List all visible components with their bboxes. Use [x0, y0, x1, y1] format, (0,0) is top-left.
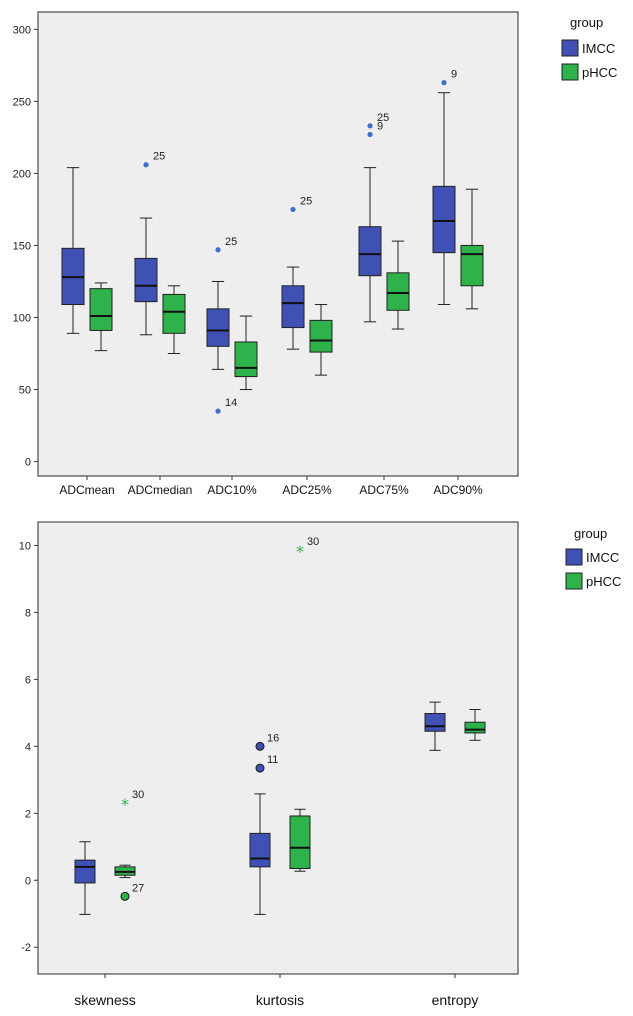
chart-1: 0 50 100 150 200 250 300 ADCmean ADCmedian ADC10%… — [13, 11, 617, 497]
legend-swatch-phcc — [565, 572, 583, 590]
outlier-label: 11 — [267, 754, 278, 766]
box-body — [234, 341, 258, 378]
y-tick-label: 0 — [25, 875, 31, 887]
y-tick-label: 150 — [13, 240, 31, 252]
outlier-label: 9 — [377, 120, 383, 132]
legend-label-phcc: pHCC — [586, 574, 621, 589]
outlier-label: 25 — [300, 195, 312, 207]
x-tick-label: ADCmedian — [128, 483, 193, 497]
box-imcc-adcmean — [61, 167, 85, 334]
x-tick-label: kurtosis — [256, 992, 304, 1008]
outlier-label: 25 — [225, 236, 237, 248]
x-tick-label: skewness — [74, 992, 135, 1008]
outlier-label: 30 — [307, 536, 319, 548]
y-tick-label: 2 — [25, 808, 31, 820]
legend-label-imcc: IMCC — [582, 41, 615, 56]
outlier-star: * — [121, 795, 129, 814]
y-tick-label: 4 — [25, 741, 31, 753]
y-tick-label: 6 — [25, 674, 31, 686]
legend-title: group — [570, 15, 603, 30]
outlier-label: 16 — [267, 732, 279, 744]
box-phcc-kurtosis — [289, 808, 311, 872]
box-body — [281, 285, 305, 329]
box-phcc-adc75pct — [386, 240, 410, 330]
box-phcc-adcmedian — [162, 285, 186, 355]
box-body — [358, 226, 382, 277]
box-imcc-adcmedian — [134, 217, 158, 336]
box-imcc-entropy — [424, 701, 446, 751]
outlier-circle — [255, 741, 265, 751]
y-tick-label: 100 — [13, 312, 31, 324]
box-phcc-adcmean — [89, 282, 113, 352]
outlier-label: 25 — [153, 151, 165, 163]
legend-swatch-imcc — [565, 548, 583, 566]
legend-swatch-imcc — [561, 39, 579, 57]
box-phcc-skewness — [114, 864, 136, 879]
box-body — [460, 244, 484, 287]
y-tick-label: 10 — [19, 540, 31, 552]
box-body — [134, 257, 158, 303]
y-tick-label: 50 — [19, 385, 31, 397]
plot-area — [37, 521, 519, 975]
box-body — [432, 185, 456, 254]
x-tick-label: ADC25% — [282, 483, 332, 497]
outlier-dot — [367, 123, 373, 129]
box-body — [424, 713, 446, 732]
box-imcc-adc10pct — [206, 280, 230, 370]
box-body — [289, 815, 311, 870]
x-tick-label: ADCmean — [59, 483, 114, 497]
legend-title: group — [574, 526, 607, 541]
box-imcc-adc75pct — [358, 167, 382, 323]
box-body — [386, 272, 410, 311]
x-tick-label: ADC10% — [207, 483, 257, 497]
y-tick-label: 200 — [13, 168, 31, 180]
box-body — [309, 319, 333, 353]
outlier-star: * — [296, 542, 304, 561]
box-body — [162, 293, 186, 334]
box-body — [74, 859, 96, 884]
box-body — [464, 721, 486, 734]
outlier-circle — [255, 763, 265, 773]
outlier-label: 9 — [451, 69, 457, 81]
outlier-dot — [215, 408, 221, 414]
outlier-dot — [143, 162, 149, 168]
y-tick-label: 250 — [13, 96, 31, 108]
legend-label-imcc: IMCC — [586, 550, 619, 565]
box-phcc-adc25pct — [309, 304, 333, 376]
outlier-label: 25 — [377, 112, 389, 124]
box-body — [89, 288, 113, 331]
x-tick-label: entropy — [432, 992, 479, 1008]
outlier-label: 14 — [225, 397, 237, 409]
box-imcc-skewness — [74, 841, 96, 915]
box-phcc-adc90pct — [460, 188, 484, 310]
box-phcc-entropy — [464, 708, 486, 741]
outlier-dot — [215, 247, 221, 253]
legend-swatch-phcc — [561, 63, 579, 81]
outlier-label: 27 — [132, 882, 144, 894]
x-tick-label: ADC75% — [359, 483, 409, 497]
outlier-label: 30 — [132, 789, 144, 801]
box-imcc-adc25pct — [281, 266, 305, 350]
outlier-dot — [441, 80, 447, 86]
box-body — [206, 308, 230, 347]
y-tick-label: 8 — [25, 607, 31, 619]
y-tick-label: -2 — [21, 942, 31, 954]
legend-label-phcc: pHCC — [582, 65, 617, 80]
outlier-dot — [290, 206, 296, 213]
outlier-circle — [120, 891, 130, 901]
box-imcc-kurtosis — [249, 793, 271, 915]
x-tick-label: ADC90% — [433, 483, 483, 497]
outlier-dot — [367, 131, 373, 138]
box-phcc-adc10pct — [234, 315, 258, 391]
y-tick-label: 0 — [25, 457, 31, 469]
box-body — [249, 832, 271, 868]
y-tick-label: 300 — [13, 24, 31, 36]
box-imcc-adc90pct — [432, 92, 456, 306]
